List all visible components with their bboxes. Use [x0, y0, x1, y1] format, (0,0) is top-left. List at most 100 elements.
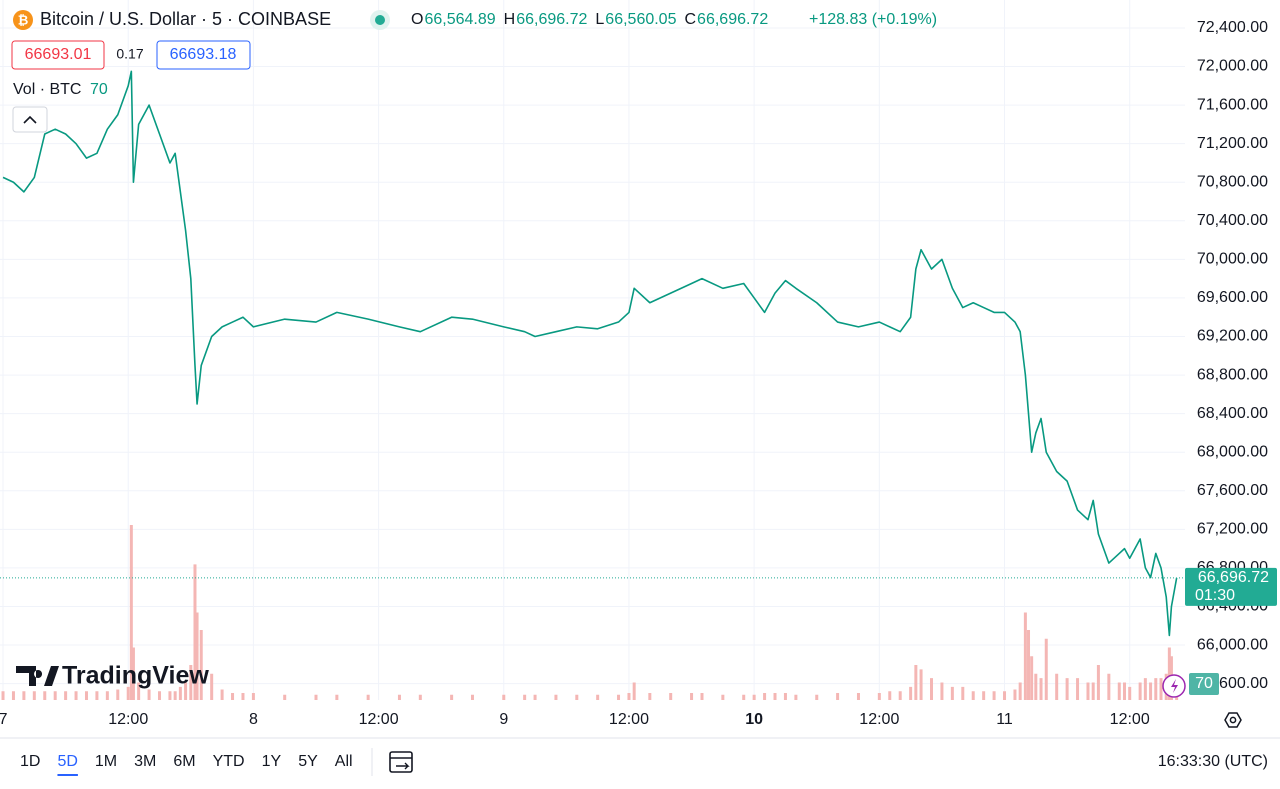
bitcoin-icon — [13, 10, 33, 30]
ohlc: O 66,564.89 H 66,696.72 L 66,560.05 C 66,696.72 — [411, 11, 768, 28]
volume-bar — [815, 694, 819, 700]
volume-bar — [690, 693, 694, 700]
volume-bar — [783, 693, 787, 700]
logo[interactable]: TradingView — [62, 662, 209, 690]
volume-bar — [1107, 673, 1111, 700]
sell-box[interactable] — [11, 40, 105, 70]
x-tick-label: 12:00 — [1110, 711, 1150, 728]
volume-bar — [1044, 638, 1048, 700]
y-tick-label: 67,600.00 — [1197, 482, 1268, 499]
volume-bar — [220, 689, 224, 700]
volume-bar — [523, 694, 527, 700]
volume-bar — [1034, 673, 1038, 700]
y-tick-label: 68,400.00 — [1197, 405, 1268, 422]
volume-bar — [914, 665, 918, 700]
volume-bar — [1018, 682, 1022, 700]
volume-bar — [1122, 682, 1126, 700]
last-price-box — [1185, 567, 1277, 606]
volume-bar — [1086, 682, 1090, 700]
volume-badge-box — [1189, 673, 1219, 695]
volume-bar — [1013, 689, 1017, 700]
calendar-body — [389, 751, 413, 773]
volume-bar — [131, 647, 135, 700]
range-button[interactable]: YTD — [213, 753, 245, 770]
symbol[interactable]: Bitcoin / U.S. Dollar · 5 · COINBASE — [40, 9, 331, 29]
volume-bar — [64, 691, 68, 700]
range-button[interactable]: 1Y — [262, 753, 282, 770]
volume-bar — [231, 693, 235, 700]
volume-value: 70 — [90, 81, 108, 98]
volume-bar — [982, 691, 986, 700]
ohlc-value: 66,560.05 — [605, 11, 676, 28]
volume-bar — [888, 691, 892, 700]
range-button[interactable]: 5D — [57, 753, 77, 770]
grid — [0, 0, 1185, 700]
y-tick-label: 70,800.00 — [1197, 173, 1268, 190]
volume-bar — [32, 691, 36, 700]
y-tick-label: 70,000.00 — [1197, 251, 1268, 268]
volume-bar — [961, 686, 965, 700]
volume-bar — [1138, 682, 1142, 700]
sell-price[interactable]: 66693.01 — [25, 46, 92, 63]
volume-bar — [1030, 656, 1034, 700]
volume-bar — [617, 694, 621, 700]
volume-bar — [53, 691, 57, 700]
volume-bar — [632, 682, 636, 700]
volume-bar — [195, 612, 199, 700]
x-tick-label: 9 — [499, 711, 508, 728]
collapse-button[interactable] — [12, 106, 48, 133]
volume-bar — [1039, 678, 1043, 700]
y-tick-label: 71,600.00 — [1197, 96, 1268, 113]
range-button[interactable]: 1M — [95, 753, 117, 770]
calendar-icon[interactable] — [389, 751, 413, 773]
volume-bar — [898, 691, 902, 700]
volume-bar — [43, 691, 47, 700]
volume-bar — [1065, 678, 1069, 700]
range-button[interactable]: 5Y — [298, 753, 318, 770]
volume-bar — [533, 694, 537, 700]
y-tick-label: 72,000.00 — [1197, 58, 1268, 75]
ohlc-key: H — [504, 11, 516, 28]
volume-bar — [283, 694, 287, 700]
volume-bar — [137, 682, 141, 700]
range-button[interactable]: 3M — [134, 753, 156, 770]
alert-bolt — [1171, 679, 1178, 693]
x-tick-label: 7 — [0, 711, 8, 728]
volume-bar — [648, 693, 652, 700]
x-tick-label: 12:00 — [609, 711, 649, 728]
last-price-label: 66,696.72 — [1198, 569, 1269, 586]
volume-bar — [1091, 682, 1095, 700]
volume-bar — [105, 691, 109, 700]
x-tick-label: 12:00 — [359, 711, 399, 728]
x-tick-label: 12:00 — [859, 711, 899, 728]
volume-bar — [1159, 678, 1163, 700]
status-dot — [375, 15, 385, 25]
volume-bar — [184, 682, 188, 700]
volume-bar — [1154, 678, 1158, 700]
ohlc-key: O — [411, 11, 423, 28]
buy-box[interactable] — [156, 40, 251, 70]
range-button[interactable]: All — [335, 753, 353, 770]
buy-price[interactable]: 66693.18 — [170, 46, 237, 63]
logo-mark — [16, 666, 59, 686]
volume-bar — [1003, 691, 1007, 700]
range-button[interactable]: 6M — [173, 753, 195, 770]
range-button[interactable]: 1D — [20, 753, 40, 770]
x-tick-label: 10 — [745, 711, 763, 728]
y-tick-label: 72,400.00 — [1197, 19, 1268, 36]
volume-bar — [700, 693, 704, 700]
ohlc-value: 66,696.72 — [516, 11, 587, 28]
volume-bar — [418, 694, 422, 700]
ohlc-key: L — [595, 11, 604, 28]
volume-bar — [950, 686, 954, 700]
y-tick-label: 66,000.00 — [1197, 636, 1268, 653]
volume-bar — [752, 694, 756, 700]
settings-hub — [1229, 716, 1237, 724]
y-tick-label: 69,600.00 — [1197, 289, 1268, 306]
volume-bar — [721, 694, 725, 700]
settings-icon[interactable] — [1224, 712, 1242, 728]
volume-bar — [596, 694, 600, 700]
volume-bar — [1149, 682, 1153, 700]
range-buttons: 1D 5D 1M 3M 6M YTD 1Y 5Y All — [20, 753, 353, 776]
volume-bar — [314, 694, 318, 700]
